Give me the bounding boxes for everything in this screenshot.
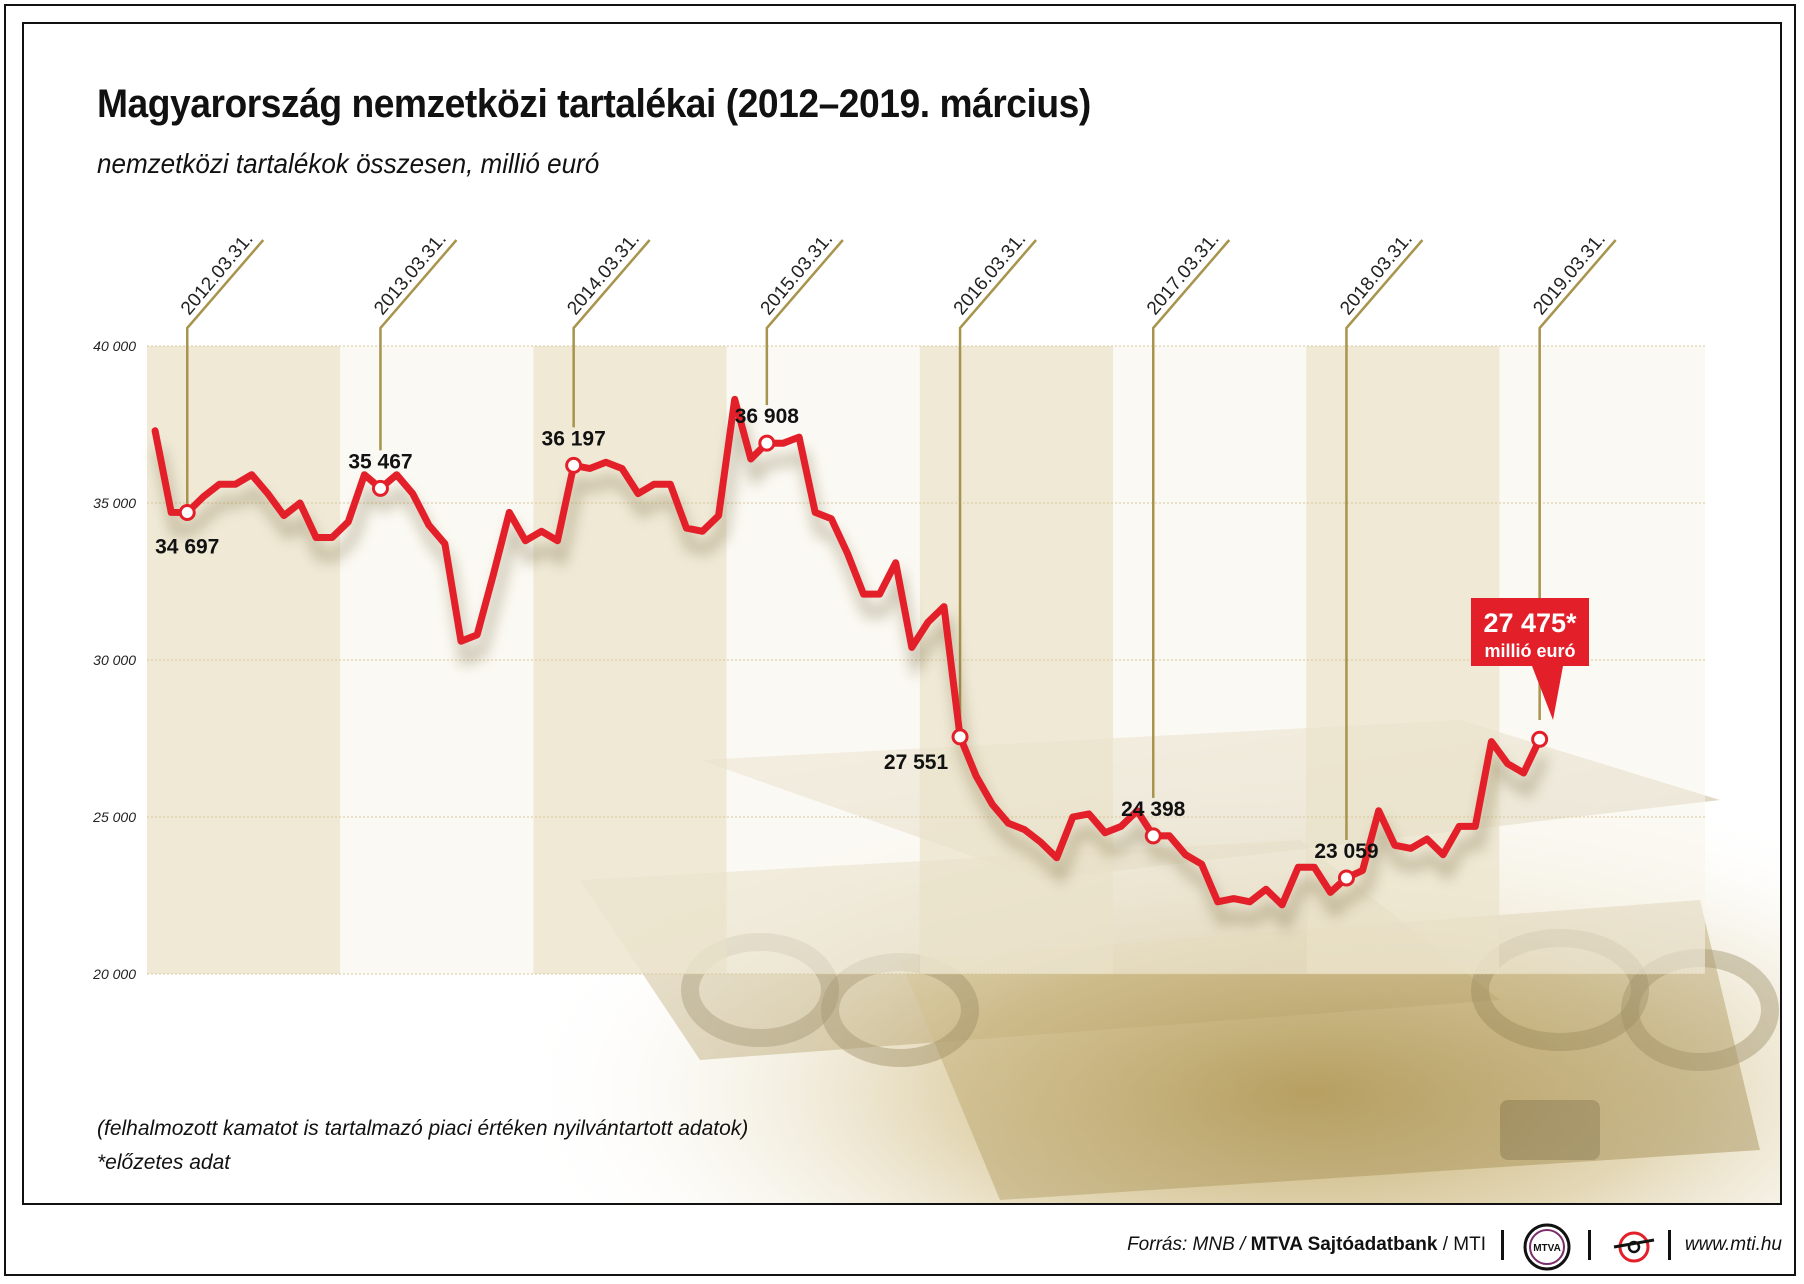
marker (565, 456, 583, 474)
footer-separator (1588, 1230, 1591, 1260)
y-tick-label: 30 000 (93, 652, 136, 668)
footer-separator (1668, 1230, 1671, 1260)
mti-logo (1613, 1231, 1655, 1263)
value-label: 23 059 (1314, 840, 1378, 863)
y-tick-label: 35 000 (93, 495, 136, 511)
source-suffix: / MTI (1437, 1234, 1486, 1255)
preliminary-note: *előzetes adat (97, 1151, 231, 1174)
value-label: 24 398 (1121, 798, 1186, 821)
leader-line (572, 239, 651, 428)
marker (1531, 730, 1549, 748)
source-prefix: Forrás: MNB / (1127, 1234, 1251, 1255)
marker (1337, 869, 1355, 887)
footer: Forrás: MNB / MTVA Sajtóadatbank / MTI M… (0, 1223, 1804, 1271)
source-bank: MTVA Sajtóadatbank (1250, 1234, 1438, 1255)
annotation-markers (178, 434, 1549, 887)
value-label: 34 697 (155, 536, 219, 559)
leader-line (765, 239, 844, 406)
methodology-note: (felhalmozott kamatot is tartalmazó piac… (97, 1117, 749, 1140)
latest-value-callout: 27 475* millió euró (1471, 598, 1589, 720)
chart-title: Magyarország nemzetközi tartalékai (2012… (97, 82, 1091, 126)
leader-line (1345, 239, 1424, 840)
marker (951, 728, 969, 746)
date-label: 2019.03.31. (1529, 229, 1610, 319)
date-label: 2018.03.31. (1336, 229, 1417, 319)
year-band-2017 (1113, 346, 1307, 974)
date-label: 2015.03.31. (757, 229, 838, 319)
website-link[interactable]: www.mti.hu (1684, 1234, 1782, 1255)
date-label: 2016.03.31. (950, 229, 1031, 319)
marker (1144, 827, 1162, 845)
annotation-value-labels: 34 697 35 467 36 197 36 908 27 551 24 398 23 0… (155, 405, 1378, 863)
y-tick-label: 25 000 (92, 809, 136, 825)
date-label: 2014.03.31. (563, 229, 644, 319)
callout-value: 27 475* (1483, 608, 1577, 638)
leader-line (958, 239, 1037, 737)
date-label: 2012.03.31. (177, 229, 258, 319)
value-label: 36 197 (542, 427, 606, 450)
y-tick-label: 20 000 (92, 966, 136, 982)
y-tick-label: 40 000 (93, 338, 136, 354)
date-label: 2017.03.31. (1143, 229, 1224, 319)
callout-box (1471, 598, 1589, 720)
date-label: 2013.03.31. (370, 229, 451, 319)
leader-line (1152, 239, 1231, 798)
leader-line (186, 239, 265, 513)
chart-subtitle: nemzetközi tartalékok összesen, millió e… (97, 148, 600, 179)
mtva-logo-text: MTVA (1533, 1243, 1561, 1254)
y-axis-tick-labels: 20 000 25 000 30 000 35 000 40 000 (92, 338, 136, 982)
footer-separator (1501, 1230, 1504, 1260)
value-label: 36 908 (735, 405, 800, 428)
outer-frame (4, 4, 1796, 1276)
year-band-2014 (533, 346, 727, 974)
marker (371, 479, 389, 497)
leader-line (1538, 239, 1617, 720)
mtva-logo: MTVA (1523, 1223, 1571, 1271)
value-label: 35 467 (348, 450, 412, 473)
callout-unit: millió euró (1484, 641, 1575, 661)
marker (178, 504, 196, 522)
source-credit: Forrás: MNB / MTVA Sajtóadatbank / MTI (1127, 1234, 1486, 1256)
value-label: 27 551 (884, 751, 949, 774)
leader-line (379, 239, 458, 451)
marker (758, 434, 776, 452)
